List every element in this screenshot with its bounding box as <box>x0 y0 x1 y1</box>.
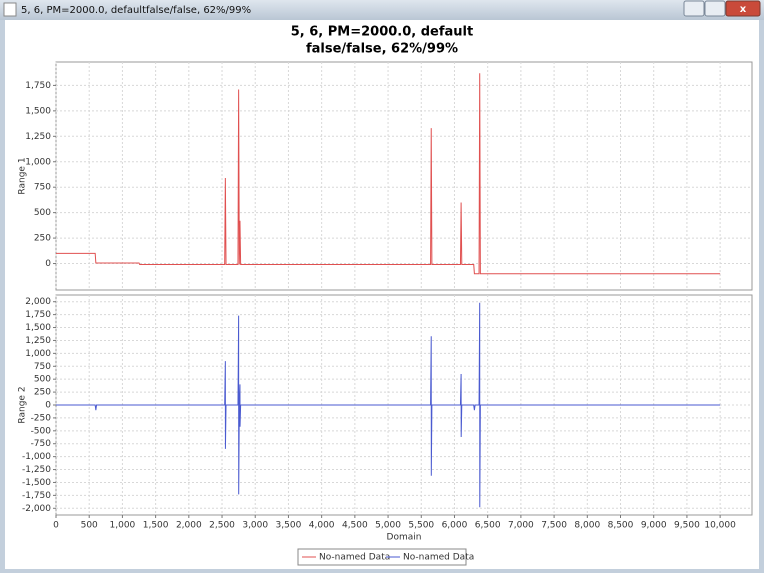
y-tick-label: 1,500 <box>25 106 51 116</box>
title-bar <box>0 0 764 20</box>
y-tick-label: 250 <box>34 388 51 398</box>
close-button[interactable] <box>725 0 761 17</box>
legend-label: No-named Data <box>319 553 390 563</box>
x-tick-label: 2,500 <box>209 521 235 531</box>
x-tick-label: 5,000 <box>375 521 401 531</box>
x-tick-label: 6,000 <box>442 521 468 531</box>
plot-area <box>55 61 753 291</box>
y-tick-label: 750 <box>34 362 51 372</box>
x-tick-label: 10,000 <box>704 521 736 531</box>
x-tick-label: 3,000 <box>242 521 268 531</box>
y-tick-label: 1,500 <box>25 323 51 333</box>
x-tick-label: 9,000 <box>641 521 667 531</box>
legend <box>297 548 467 566</box>
window-title: 5, 6, PM=2000.0, defaultfalse/false, 62%… <box>21 5 251 16</box>
y-tick-label: -500 <box>31 426 52 436</box>
x-tick-label: 3,500 <box>276 521 302 531</box>
x-tick-label: 4,500 <box>342 521 368 531</box>
close-icon: x <box>740 4 747 15</box>
y-tick-label: 1,000 <box>25 157 51 167</box>
y-tick-label: -1,750 <box>22 491 51 501</box>
x-tick-label: 2,000 <box>176 521 202 531</box>
chart-title: 5, 6, PM=2000.0, default <box>291 25 473 40</box>
y-tick-label: 2,000 <box>25 297 51 307</box>
y-tick-label: -750 <box>31 439 52 449</box>
y-tick-label: 1,250 <box>25 336 51 346</box>
legend-label: No-named Data <box>403 553 474 563</box>
y-axis-label: Range 1 <box>18 157 28 194</box>
x-tick-label: 1,000 <box>110 521 136 531</box>
y-tick-label: -1,000 <box>22 452 51 462</box>
y-tick-label: 1,750 <box>25 81 51 91</box>
line-series <box>56 73 721 275</box>
y-tick-label: 0 <box>45 259 51 269</box>
y-tick-label: 750 <box>34 183 51 193</box>
y-tick-label: 1,750 <box>25 310 51 320</box>
y-tick-label: -1,500 <box>22 478 51 488</box>
x-tick-label: 500 <box>81 521 98 531</box>
y-tick-label: 0 <box>45 401 51 411</box>
y-tick-label: -250 <box>31 413 52 423</box>
y-tick-label: 250 <box>34 234 51 244</box>
app-icon <box>3 2 17 17</box>
x-tick-label: 7,500 <box>541 521 567 531</box>
y-tick-label: 1,250 <box>25 132 51 142</box>
x-tick-label: 1,500 <box>143 521 169 531</box>
x-tick-label: 7,000 <box>508 521 534 531</box>
y-tick-label: -1,250 <box>22 465 51 475</box>
x-tick-label: 0 <box>53 521 59 531</box>
minimize-button[interactable] <box>683 0 705 17</box>
x-tick-label: 6,500 <box>475 521 501 531</box>
y-tick-label: 500 <box>34 375 51 385</box>
maximize-button[interactable] <box>704 0 726 17</box>
y-axis-label: Range 2 <box>18 386 28 423</box>
y-tick-label: -2,000 <box>22 504 51 514</box>
y-tick-label: 1,000 <box>25 349 51 359</box>
x-tick-label: 8,500 <box>608 521 634 531</box>
y-tick-label: 500 <box>34 208 51 218</box>
chart-title: false/false, 62%/99% <box>306 42 458 57</box>
x-tick-label: 5,500 <box>408 521 434 531</box>
line-series <box>56 302 721 508</box>
x-tick-label: 9,500 <box>674 521 700 531</box>
x-axis-label: Domain <box>387 533 422 543</box>
x-tick-label: 4,000 <box>309 521 335 531</box>
x-tick-label: 8,000 <box>574 521 600 531</box>
